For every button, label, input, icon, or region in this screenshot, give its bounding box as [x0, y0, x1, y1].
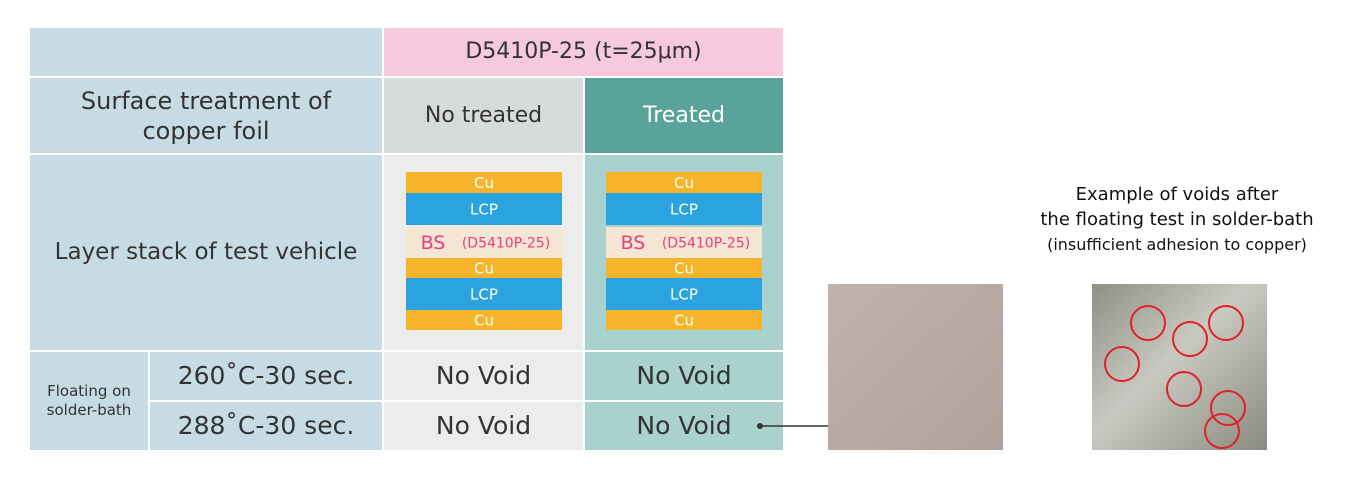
layer-label: LCP: [470, 201, 498, 219]
layer-label: BS: [621, 232, 646, 254]
caption-line: Example of voids after: [1075, 184, 1279, 205]
layer-label: LCP: [470, 286, 498, 304]
row-label: Layer stack of test vehicle: [30, 155, 384, 352]
column-header: No treated: [384, 78, 585, 155]
void-markers: [1104, 305, 1246, 449]
photo-voids: [1092, 284, 1267, 450]
layer: [406, 258, 562, 278]
column-header: Treated: [585, 78, 783, 155]
layer: [406, 172, 562, 193]
layer: [606, 278, 762, 310]
condition: 288˚C-30 sec.: [150, 402, 384, 450]
layer-label: Cu: [474, 174, 494, 192]
layer-label: LCP: [670, 286, 698, 304]
layer-note: (D5410P-25): [662, 236, 750, 252]
layer-label: Cu: [474, 260, 494, 278]
result: No Void: [585, 402, 783, 450]
layer: [606, 227, 762, 258]
layer: [406, 227, 562, 258]
layer: [406, 193, 562, 225]
row-label: Surface treatment of copper foil: [30, 78, 384, 155]
layer: [606, 258, 762, 278]
layer-label: Cu: [474, 312, 494, 330]
result: No Void: [384, 402, 585, 450]
header-cell: D5410P-25 (t=25μm): [384, 28, 783, 78]
caption-line: the floating test in solder-bath: [1040, 209, 1314, 230]
layer-note: (D5410P-25): [462, 236, 550, 252]
photo-no-void: [828, 284, 1003, 450]
layer: [406, 310, 562, 330]
result: No Void: [384, 352, 585, 402]
layer-label: LCP: [670, 201, 698, 219]
caption-line: (insufficient adhesion to copper): [1047, 235, 1307, 254]
layer: [606, 172, 762, 193]
corner-cell: [30, 28, 384, 78]
result: No Void: [585, 352, 783, 402]
group-label: Floating on solder-bath: [30, 352, 150, 450]
layer-label: BS: [421, 232, 446, 254]
layer: [606, 310, 762, 330]
layer: [606, 193, 762, 225]
layer: [406, 278, 562, 310]
pointer-dot: [757, 423, 763, 429]
layer-label: Cu: [674, 312, 694, 330]
condition: 260˚C-30 sec.: [150, 352, 384, 402]
layer-label: Cu: [674, 174, 694, 192]
layer-label: Cu: [674, 260, 694, 278]
